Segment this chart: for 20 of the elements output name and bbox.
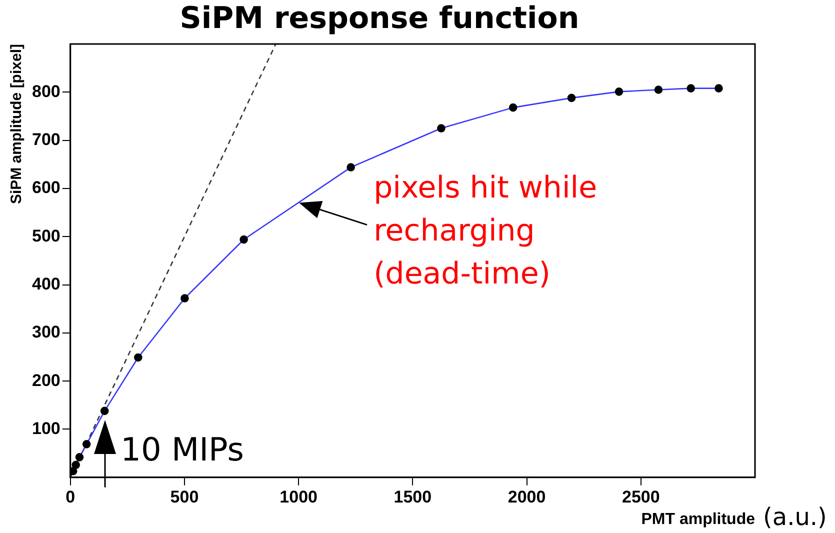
y-tick-label: 100 <box>32 418 60 438</box>
y-tick-label: 600 <box>32 178 60 198</box>
x-tick-label: 0 <box>66 487 76 506</box>
x-axis-title: PMT amplitude <box>641 510 756 528</box>
y-tick-label: 700 <box>32 130 60 149</box>
chart-title: SiPM response function <box>180 0 580 36</box>
y-tick-label: 400 <box>32 274 60 294</box>
y-tick-label: 500 <box>32 226 60 246</box>
text: (a.u.) <box>763 503 827 532</box>
x-tick-label: 1500 <box>394 487 432 506</box>
x-tick-label: 500 <box>170 487 199 506</box>
y-tick-label: 200 <box>32 370 60 390</box>
x-tick-label: 2500 <box>622 487 660 506</box>
y-tick-label: 800 <box>32 82 60 101</box>
x-tick-label: 1000 <box>280 487 318 506</box>
annotation: 10 MIPs <box>120 430 244 468</box>
y-tick-label: 300 <box>32 322 60 342</box>
x-tick-label: 2000 <box>508 487 546 506</box>
y-axis-title: SiPM amplitude [pixel] <box>8 44 26 204</box>
annotation: pixels hit while recharging (dead-time) <box>374 170 598 292</box>
